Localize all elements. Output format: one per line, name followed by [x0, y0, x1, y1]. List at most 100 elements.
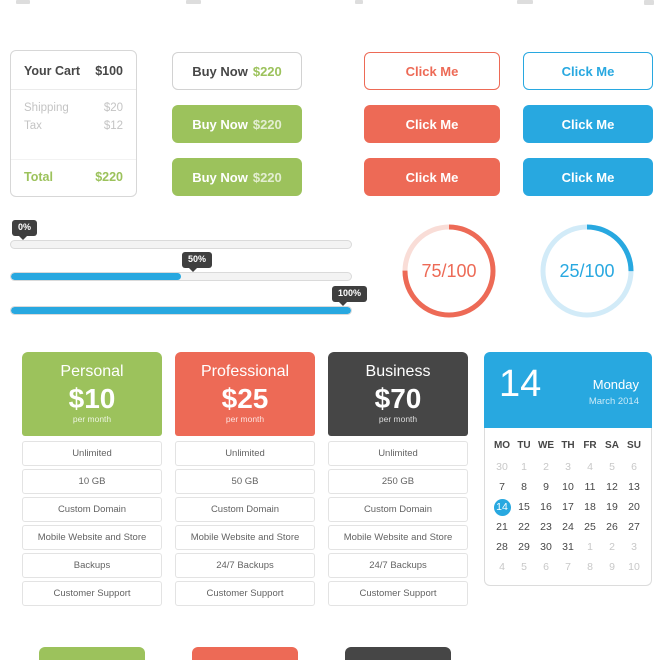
pricing-header: Business $70 per month [328, 352, 468, 436]
calendar-day[interactable]: 5 [521, 560, 527, 573]
pricing-feature-row: Customer Support [175, 581, 315, 606]
calendar-day[interactable]: 28 [496, 540, 508, 553]
pricing-feature-row: Mobile Website and Store [328, 525, 468, 550]
calendar-day-number: 14 [499, 363, 542, 405]
clipped-content-fragment [644, 0, 654, 5]
calendar-day[interactable]: 26 [606, 520, 618, 533]
buy-now-button-solid[interactable]: Buy Now $220 [172, 158, 302, 196]
calendar-day[interactable]: 1 [521, 460, 527, 473]
pricing-feature-row: Unlimited [328, 441, 468, 466]
pricing-feature-row: 10 GB [22, 469, 162, 494]
pricing-table-professional: Professional $25 per month Unlimited 50 G… [175, 352, 315, 609]
calendar-day[interactable]: 21 [496, 520, 508, 533]
pricing-plan-price: $25 [221, 383, 269, 414]
buy-now-button-solid[interactable]: Buy Now $220 [172, 105, 302, 143]
pricing-feature-list: Unlimited 10 GB Custom Domain Mobile Websit… [22, 441, 162, 606]
pricing-feature-row: Unlimited [175, 441, 315, 466]
calendar-day[interactable]: 17 [562, 500, 574, 513]
calendar-day[interactable]: 25 [584, 520, 596, 533]
click-me-button-solid-blue[interactable]: Click Me [523, 105, 653, 143]
progress-ring-value: 25/100 [559, 261, 614, 281]
calendar-day[interactable]: 30 [496, 460, 508, 473]
progress-ring-value: 75/100 [421, 261, 476, 281]
calendar-day[interactable]: 10 [628, 560, 640, 573]
cart-widget: Your Cart $100 Shipping $20 Tax $12 Tota… [10, 50, 137, 197]
pricing-plan-name: Personal [60, 363, 124, 380]
calendar-day[interactable]: 29 [518, 540, 530, 553]
calendar-day[interactable]: 4 [499, 560, 505, 573]
calendar-day[interactable]: 19 [606, 500, 618, 513]
pricing-feature-list: Unlimited 250 GB Custom Domain Mobile Websi… [328, 441, 468, 606]
progress-bar-0 [10, 240, 352, 249]
click-me-button-outline-blue[interactable]: Click Me [523, 52, 653, 90]
clipped-content-fragment [517, 0, 533, 4]
calendar-weekday-label: FR [583, 440, 597, 451]
calendar-day[interactable]: 4 [587, 460, 593, 473]
clipped-content-fragment [16, 0, 30, 4]
click-me-red-group: Click Me Click Me Click Me [364, 52, 500, 196]
calendar-day[interactable]: 2 [609, 540, 615, 553]
buy-now-price: $220 [252, 169, 282, 185]
calendar-day[interactable]: 31 [562, 540, 574, 553]
calendar-day[interactable]: 5 [609, 460, 615, 473]
calendar-day[interactable]: 10 [562, 480, 574, 493]
calendar-day[interactable]: 7 [565, 560, 571, 573]
pricing-feature-row: 24/7 Backups [328, 553, 468, 578]
cart-header: Your Cart $100 [11, 51, 136, 90]
calendar-day[interactable]: 3 [565, 460, 571, 473]
calendar-header: 14 Monday March 2014 [484, 352, 652, 428]
pricing-feature-row: 50 GB [175, 469, 315, 494]
pricing-plan-name: Professional [200, 363, 290, 380]
calendar-day[interactable]: 16 [540, 500, 552, 513]
calendar-day[interactable]: 8 [587, 560, 593, 573]
calendar-day[interactable]: 1 [587, 540, 593, 553]
calendar-day-selected[interactable]: 14 [491, 497, 513, 517]
calendar-day[interactable]: 27 [628, 520, 640, 533]
progress-ring-25: 25/100 [540, 224, 634, 318]
buy-now-button-outline[interactable]: Buy Now $220 [172, 52, 302, 90]
calendar-day[interactable]: 23 [540, 520, 552, 533]
calendar-day[interactable]: 2 [543, 460, 549, 473]
calendar-day[interactable]: 6 [631, 460, 637, 473]
calendar-day[interactable]: 11 [584, 480, 596, 493]
calendar-weekday-label: TU [517, 440, 531, 451]
click-me-button-outline-red[interactable]: Click Me [364, 52, 500, 90]
calendar-grid: 30 1 2 3 4 5 6 7 8 9 10 11 12 13 14 15 16 17 18 19 20 21 22 23 2… [491, 457, 645, 577]
cart-total-label: Total [24, 170, 53, 184]
click-me-button-solid-red[interactable]: Click Me [364, 105, 500, 143]
progress-fill [11, 307, 351, 314]
calendar-day[interactable]: 18 [584, 500, 596, 513]
pricing-feature-row: Backups [22, 553, 162, 578]
progress-tooltip-0: 0% [12, 220, 38, 240]
pricing-plan-period: per month [225, 414, 265, 425]
calendar-day[interactable]: 12 [606, 480, 618, 493]
calendar-day[interactable]: 24 [562, 520, 574, 533]
calendar-day[interactable]: 7 [499, 480, 505, 493]
calendar-day[interactable]: 13 [628, 480, 640, 493]
calendar-day[interactable]: 15 [518, 500, 530, 513]
choose-plan-button-personal[interactable] [39, 647, 145, 660]
click-me-button-solid-red[interactable]: Click Me [364, 158, 500, 196]
buy-now-price: $220 [252, 63, 282, 79]
pricing-feature-row: 24/7 Backups [175, 553, 315, 578]
pricing-plan-period: per month [72, 414, 112, 425]
calendar-day[interactable]: 8 [521, 480, 527, 493]
calendar-day[interactable]: 30 [540, 540, 552, 553]
buy-now-label: Buy Now [192, 116, 248, 132]
pricing-feature-row: Mobile Website and Store [175, 525, 315, 550]
calendar-day[interactable]: 20 [628, 500, 640, 513]
calendar-day[interactable]: 9 [609, 560, 615, 573]
pricing-feature-row: 250 GB [328, 469, 468, 494]
calendar-day[interactable]: 9 [543, 480, 549, 493]
cart-lines: Shipping $20 Tax $12 [11, 90, 136, 135]
cart-total-value: $220 [95, 170, 123, 184]
progress-bar-100 [10, 306, 352, 315]
click-me-button-solid-blue[interactable]: Click Me [523, 158, 653, 196]
calendar-day[interactable]: 22 [518, 520, 530, 533]
calendar-day[interactable]: 6 [543, 560, 549, 573]
progress-ring-75: 75/100 [402, 224, 496, 318]
choose-plan-button-professional[interactable] [192, 647, 298, 660]
calendar-day[interactable]: 3 [631, 540, 637, 553]
choose-plan-button-business[interactable] [345, 647, 451, 660]
